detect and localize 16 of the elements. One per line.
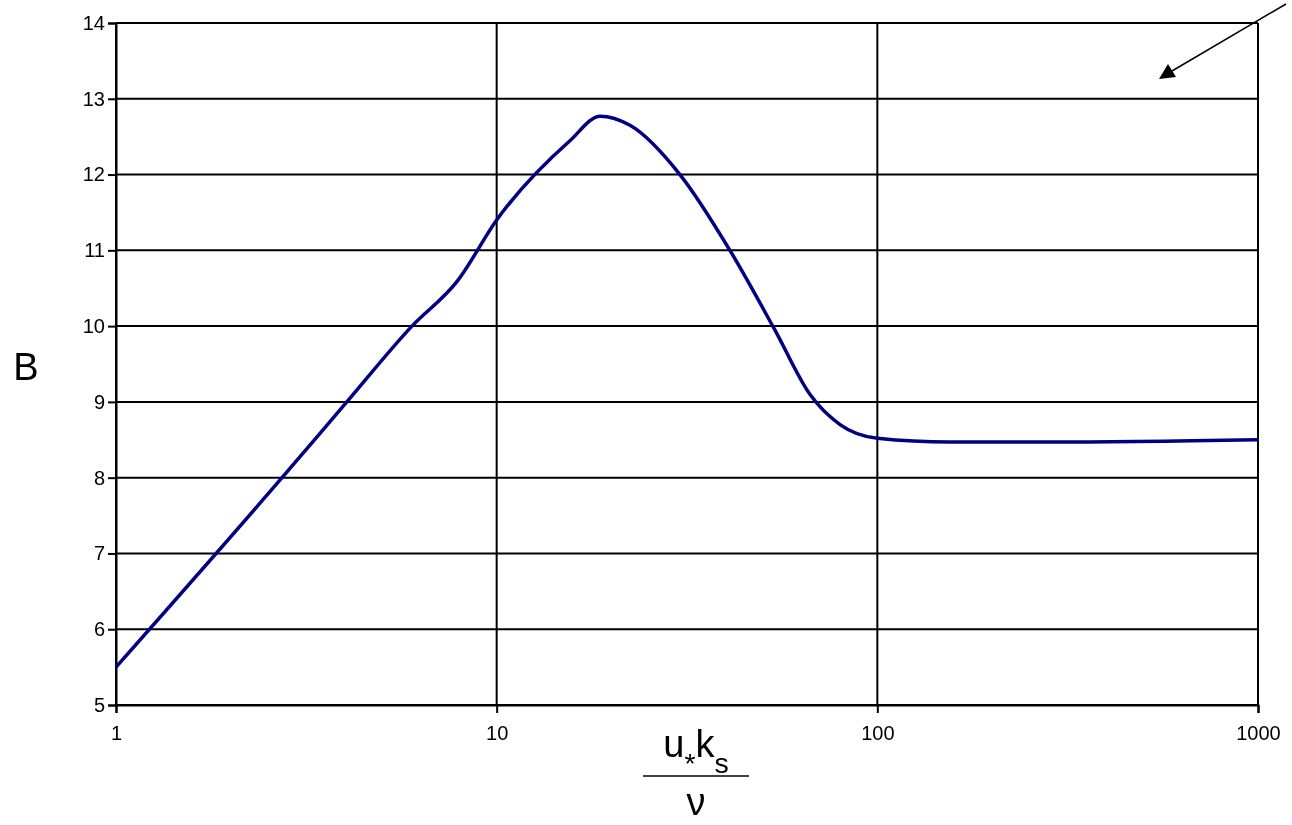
x-axis-title: u$_{*}$k$_{s}$ ν <box>663 723 729 823</box>
y-tick-label: 7 <box>93 542 105 565</box>
y-tick-label: 12 <box>82 163 105 186</box>
x-tick-label: 10 <box>486 722 509 744</box>
y-tick-label: 8 <box>93 466 105 489</box>
y-tick-label: 5 <box>93 693 105 716</box>
y-axis-title: B <box>13 346 39 388</box>
y-tick-label: 14 <box>82 11 105 34</box>
y-tick-label: 10 <box>82 315 105 338</box>
x-tick-label: 100 <box>861 722 895 744</box>
x-tick-label: 1 <box>110 722 123 744</box>
y-tick-label: 13 <box>82 87 105 110</box>
x-tick-label: 1000 <box>1236 722 1281 744</box>
y-tick-label: 11 <box>84 239 105 262</box>
y-tick-label: 6 <box>93 618 105 641</box>
y-tick-label: 9 <box>93 390 105 413</box>
